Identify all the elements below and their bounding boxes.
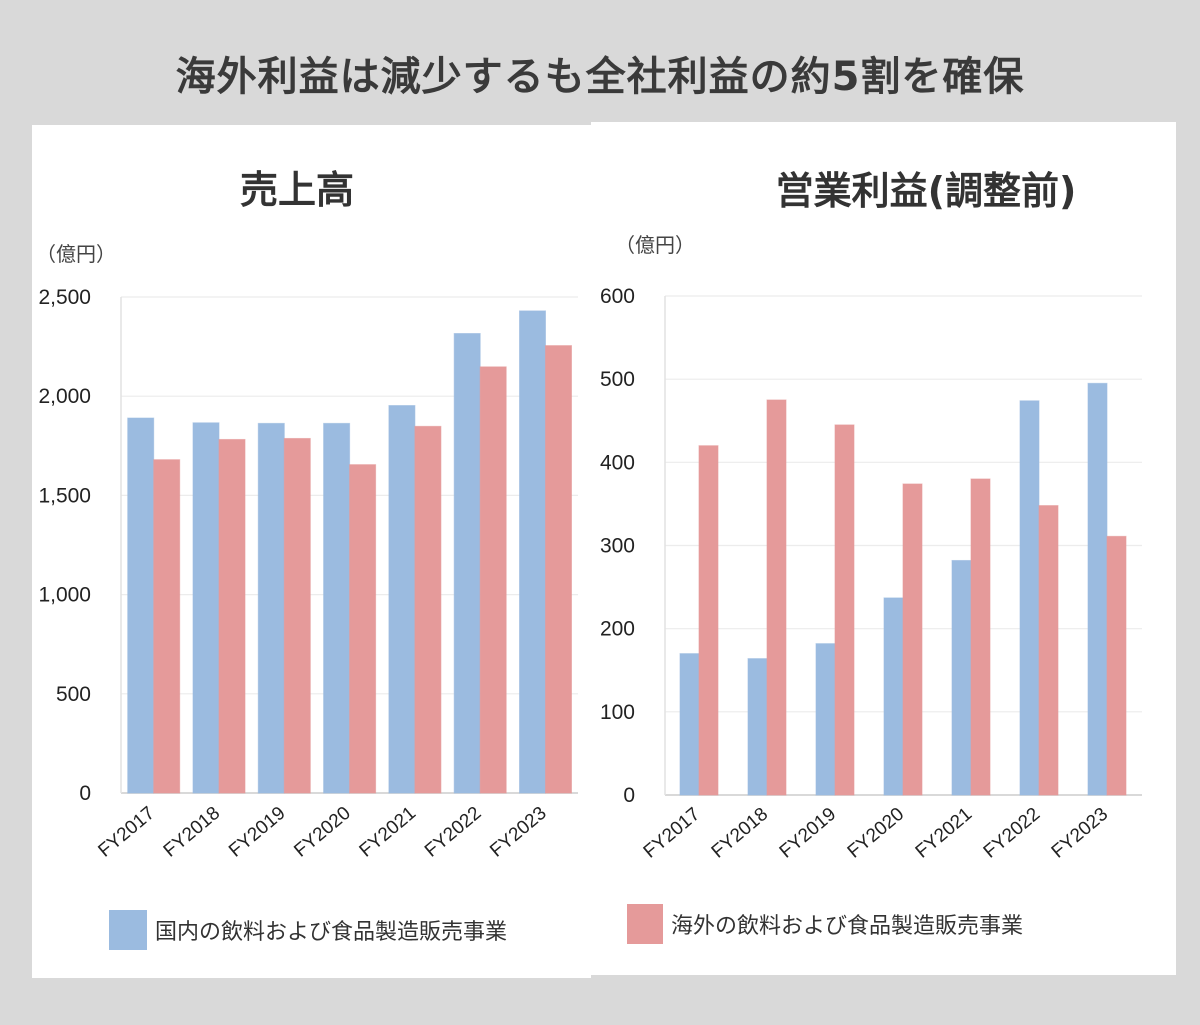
- bar-domestic-fy2020: [883, 597, 904, 796]
- bar-domestic-fy2018: [747, 658, 768, 796]
- y-tick-label: 2,500: [38, 286, 91, 309]
- x-tick-label: FY2022: [980, 804, 1044, 863]
- x-tick-label: FY2020: [290, 803, 354, 862]
- y-tick-label: 600: [600, 285, 635, 308]
- bar-overseas-fy2018: [766, 399, 787, 796]
- y-tick-label: 100: [600, 701, 635, 724]
- y-tick-label: 1,000: [38, 584, 91, 607]
- bar-overseas-fy2022: [479, 366, 507, 794]
- bar-domestic-fy2019: [257, 422, 285, 794]
- y-tick-label: 1,500: [38, 484, 91, 507]
- bar-domestic-fy2021: [951, 559, 972, 796]
- bar-overseas-fy2021: [970, 478, 991, 796]
- bar-overseas-fy2023: [1106, 535, 1127, 796]
- chart-title: 売上高: [240, 168, 354, 212]
- y-tick-label: 0: [623, 784, 635, 807]
- y-tick-label: 0: [79, 782, 91, 805]
- y-tick-label: 300: [600, 535, 635, 558]
- page-title: 海外利益は減少するも全社利益の約5割を確保: [175, 54, 1025, 100]
- bar-domestic-fy2018: [192, 422, 220, 794]
- x-tick-label: FY2022: [421, 803, 485, 862]
- y-tick-label: 500: [56, 683, 91, 706]
- legend-label: 海外の飲料および食品製造販売事業: [671, 914, 1023, 939]
- legend-swatch: [627, 904, 663, 944]
- bar-domestic-fy2022: [1019, 400, 1040, 796]
- y-tick-label: 500: [600, 368, 635, 391]
- x-tick-label: FY2017: [94, 803, 158, 862]
- bar-domestic-fy2019: [815, 643, 836, 796]
- x-tick-label: FY2020: [844, 804, 908, 863]
- x-tick-label: FY2017: [640, 804, 704, 863]
- y-tick-label: 2,000: [38, 385, 91, 408]
- bar-domestic-fy2017: [679, 653, 700, 796]
- x-tick-label: FY2019: [225, 803, 289, 862]
- x-tick-label: FY2018: [160, 803, 224, 862]
- bar-overseas-fy2018: [218, 438, 246, 794]
- operating-profit-chart-panel: 営業利益(調整前) （億円） 0 100 200 300 400 500 600 FY2017 FY…: [591, 122, 1176, 975]
- x-tick-label: FY2018: [708, 804, 772, 863]
- unit-label: （億円）: [36, 242, 116, 266]
- bar-overseas-fy2017: [153, 459, 181, 794]
- chart-title: 営業利益(調整前): [776, 169, 1077, 213]
- bar-overseas-fy2019: [283, 437, 311, 794]
- bar-domestic-fy2020: [323, 422, 351, 794]
- x-tick-label: FY2021: [912, 804, 976, 863]
- bar-domestic-fy2023: [519, 310, 546, 794]
- y-tick-label: 400: [600, 451, 635, 474]
- legend-label: 国内の飲料および食品製造販売事業: [155, 920, 507, 945]
- bar-overseas-fy2017: [698, 445, 719, 796]
- legend-swatch: [109, 910, 147, 950]
- bar-overseas-fy2023: [545, 345, 572, 794]
- bar-domestic-fy2017: [127, 417, 155, 794]
- bar-domestic-fy2022: [453, 333, 481, 794]
- bar-domestic-fy2023: [1087, 382, 1108, 796]
- bar-overseas-fy2021: [414, 425, 442, 794]
- sales-chart-panel: 売上高 （億円） 0 500 1,000 1,500 2,000 2,500 FY2017 FY2…: [32, 125, 591, 978]
- bar-overseas-fy2019: [834, 424, 855, 796]
- bar-domestic-fy2021: [388, 405, 416, 794]
- x-tick-label: FY2019: [776, 804, 840, 863]
- unit-label: （億円）: [615, 233, 695, 257]
- y-tick-label: 200: [600, 618, 635, 641]
- x-tick-label: FY2023: [486, 803, 550, 862]
- bar-overseas-fy2020: [902, 483, 923, 796]
- bar-overseas-fy2020: [349, 464, 377, 794]
- x-tick-label: FY2023: [1048, 804, 1112, 863]
- x-tick-label: FY2021: [356, 803, 420, 862]
- bar-overseas-fy2022: [1038, 505, 1059, 796]
